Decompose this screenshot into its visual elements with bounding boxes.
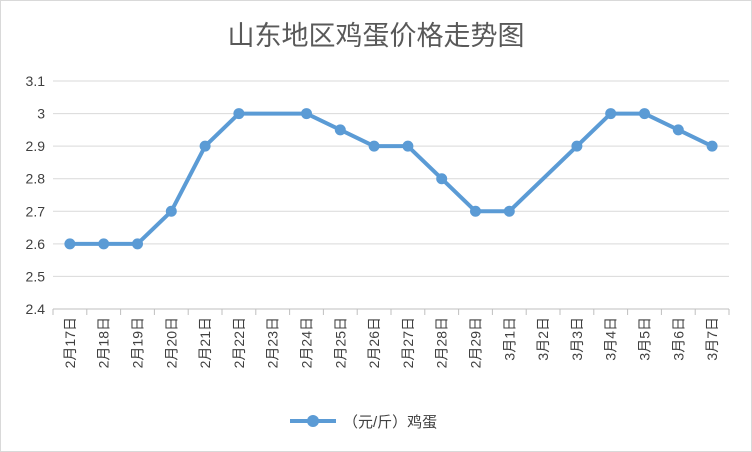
data-point	[368, 140, 380, 152]
data-point	[402, 140, 414, 152]
y-tick-label: 2.9	[26, 138, 46, 154]
data-point	[436, 173, 448, 185]
data-point	[334, 124, 346, 136]
data-point	[672, 124, 684, 136]
y-tick-label: 2.5	[26, 268, 46, 284]
legend-point-marker	[307, 415, 319, 427]
x-tick-label: 3月2日	[535, 317, 551, 361]
x-tick-label: 2月27日	[400, 317, 416, 368]
y-tick-label: 2.7	[26, 203, 46, 219]
y-axis-ticks: 2.4 2.5 2.6 2.7 2.8 2.9 3 3.1	[26, 73, 46, 317]
data-point	[706, 140, 718, 152]
data-point	[132, 238, 143, 250]
x-axis-ticks: 2月17日 2月18日 2月19日 2月20日 2月21日 2月22日 2月23日 2月24日…	[62, 317, 720, 368]
chart-title: 山东地区鸡蛋价格走势图	[228, 21, 525, 52]
x-tick-label: 2月25日	[332, 317, 348, 368]
x-tick-label: 2月28日	[434, 317, 450, 368]
x-tick-label: 3月4日	[603, 317, 619, 361]
data-point	[64, 238, 76, 250]
x-tick-label: 2月23日	[265, 317, 281, 368]
y-tick-label: 2.4	[26, 301, 46, 317]
data-point	[503, 205, 515, 217]
x-tick-label: 3月5日	[637, 317, 653, 361]
data-point	[470, 205, 481, 217]
x-tick-label: 2月20日	[163, 317, 179, 368]
data-point	[571, 140, 583, 152]
x-tick-label: 2月24日	[299, 317, 315, 368]
x-tick-label: 2月26日	[366, 317, 382, 368]
series-line	[67, 111, 715, 246]
y-tick-label: 2.8	[26, 171, 46, 187]
data-point	[233, 108, 245, 120]
x-tick-label: 3月1日	[501, 317, 517, 361]
x-tick-label: 3月7日	[704, 317, 720, 361]
y-tick-label: 3.1	[26, 73, 46, 89]
x-tick-label: 2月29日	[468, 317, 484, 368]
y-tick-label: 2.6	[26, 236, 46, 252]
data-point	[98, 238, 110, 250]
x-tick-label: 2月22日	[231, 317, 247, 368]
data-point	[165, 205, 177, 217]
x-axis	[52, 308, 730, 315]
series-group	[64, 108, 718, 250]
x-tick-label: 3月6日	[670, 317, 686, 361]
legend: （元/斤）鸡蛋	[290, 414, 437, 431]
y-tick-label: 3	[37, 106, 45, 122]
legend-label: （元/斤）鸡蛋	[343, 414, 437, 431]
data-point	[199, 140, 211, 152]
x-tick-label: 3月3日	[569, 317, 585, 361]
data-point	[639, 108, 650, 120]
grid	[53, 80, 729, 277]
data-point	[301, 108, 312, 120]
x-tick-label: 2月21日	[197, 317, 213, 368]
x-tick-label: 2月19日	[130, 317, 146, 368]
data-point	[605, 108, 617, 120]
x-tick-label: 2月17日	[62, 317, 78, 368]
x-tick-label: 2月18日	[96, 317, 112, 368]
